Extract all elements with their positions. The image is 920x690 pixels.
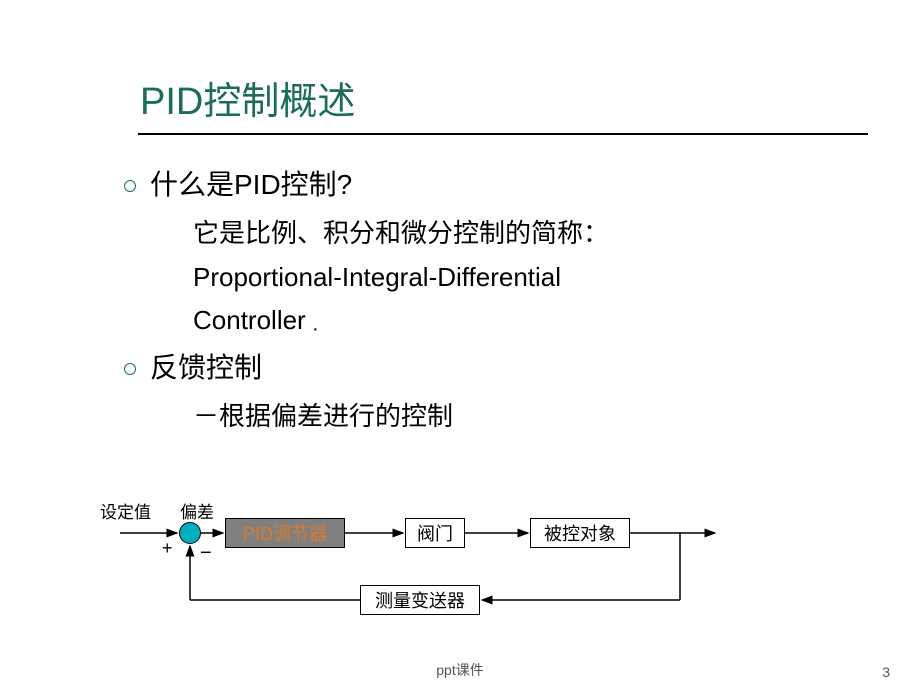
center-dot-icon: · [312,318,319,341]
plant-block: 被控对象 [530,518,630,548]
valve-block: 阀门 [405,518,465,548]
title-underline [138,133,868,135]
footer-text: ppt课件 [0,660,920,680]
bullet-icon [124,363,136,375]
heading1-row: 什么是PID控制? [0,163,920,209]
error-label: 偏差 [180,498,214,523]
minus-sign: − [200,542,212,565]
body2: －根据偏差进行的控制 [193,398,860,436]
body1-line2: Proportional-Integral-Differential [193,259,860,297]
heading1: 什么是PID控制? [150,163,352,203]
slide: PID控制概述 什么是PID控制? 它是比例、积分和微分控制的简称： Propo… [0,0,920,690]
setpoint-label: 设定值 [100,498,151,523]
sensor-block: 测量变送器 [360,585,480,615]
page-title: PID控制概述 [140,70,920,125]
pid-block: PID调节器 [225,518,345,548]
page-number: 3 [882,664,890,680]
bullet-icon [124,180,136,192]
plus-sign: + [162,538,173,559]
heading2: 反馈控制 [150,346,262,386]
block-diagram: 设定值 偏差 + − PID调节器 阀门 被控对象 测量变送器 [100,490,820,640]
heading2-row: 反馈控制 [0,346,920,392]
body1-line3: Controller [193,302,860,340]
body1-line1: 它是比例、积分和微分控制的简称： [193,215,860,253]
summing-junction [179,522,201,544]
